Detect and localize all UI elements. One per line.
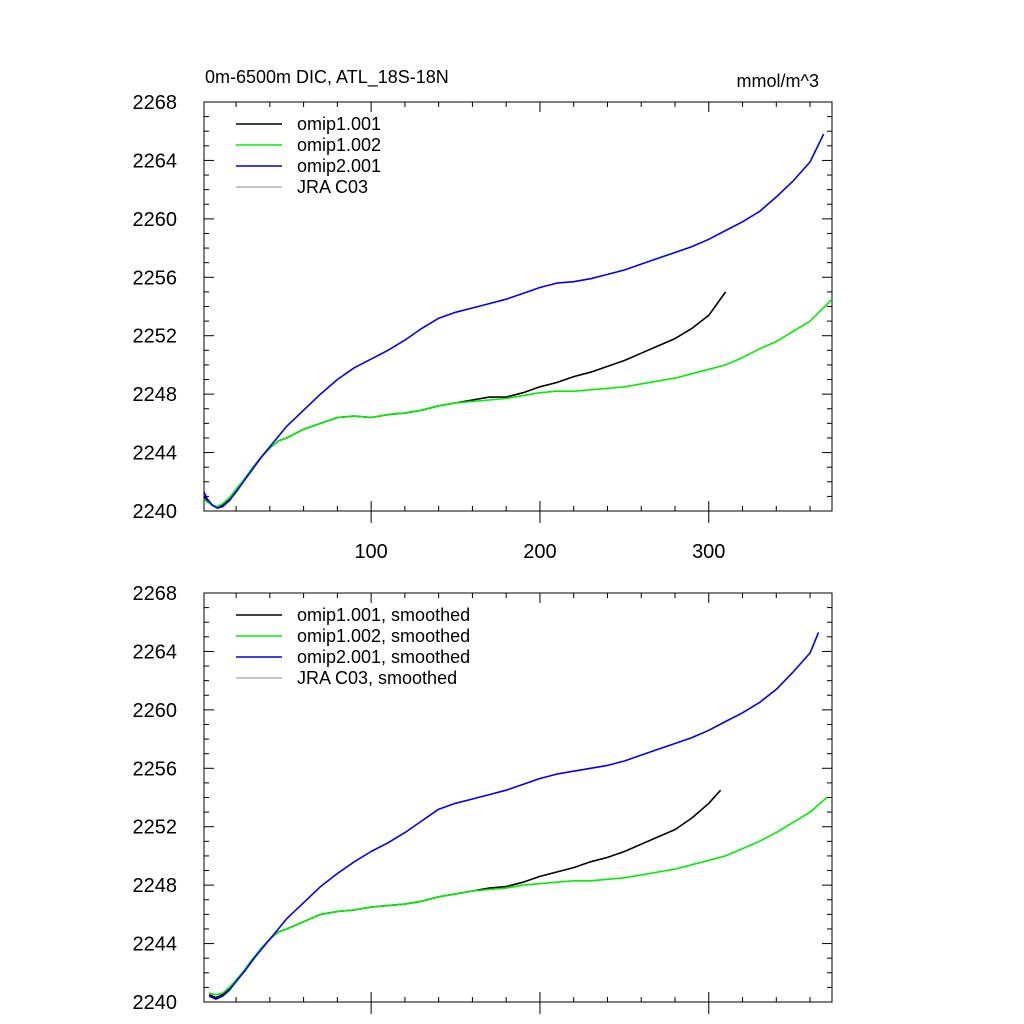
y-tick-label: 2260 — [133, 700, 178, 722]
y-tick-label: 2248 — [133, 875, 178, 897]
x-tick-label: 100 — [354, 541, 387, 563]
series-line-omip2-001 — [203, 133, 825, 509]
y-tick-label: 2260 — [133, 209, 178, 231]
series-line-omip1-001 — [208, 789, 722, 999]
panel-top: 2240 2244 2248 2252 2256 2260 2264 2268 100 200 30… — [133, 92, 833, 563]
y-tick-label: 2244 — [133, 443, 178, 465]
x-tick-label: 300 — [692, 541, 725, 563]
x-tick-label: 200 — [523, 541, 556, 563]
series-line-omip1-001 — [203, 291, 727, 509]
y-tick-label: 2268 — [133, 583, 178, 605]
y-tick-label: 2240 — [133, 501, 178, 523]
series-line-omip1-002 — [203, 298, 833, 508]
y-tick-label: 2268 — [133, 92, 178, 114]
y-tick-label: 2252 — [133, 326, 178, 348]
y-tick-label: 2240 — [133, 992, 178, 1014]
legend-label: omip1.001 — [297, 114, 381, 134]
figure-title: 0m-6500m DIC, ATL_18S-18N — [205, 67, 449, 88]
series-line-omip1-002 — [208, 796, 828, 996]
y-tick-label: 2264 — [133, 641, 178, 663]
y-tick-label: 2252 — [133, 817, 178, 839]
legend-label: omip1.002 — [297, 135, 381, 155]
legend-label: omip1.002, smoothed — [297, 626, 470, 646]
figure-units: mmol/m^3 — [737, 71, 819, 91]
series-line-omip2-001 — [208, 632, 820, 1000]
y-tick-label: 2256 — [133, 758, 178, 780]
legend-label: JRA C03, smoothed — [297, 668, 457, 688]
legend-label: omip2.001 — [297, 156, 381, 176]
legend-label: omip2.001, smoothed — [297, 647, 470, 667]
y-tick-label: 2244 — [133, 934, 178, 956]
legend-label: omip1.001, smoothed — [297, 605, 470, 625]
y-tick-label: 2248 — [133, 384, 178, 406]
panel-bottom: 2240 2244 2248 2252 2256 2260 2264 2268 omip1.00… — [133, 583, 833, 1014]
legend-label: JRA C03 — [297, 177, 368, 197]
y-tick-label: 2256 — [133, 267, 178, 289]
y-tick-label: 2264 — [133, 150, 178, 172]
